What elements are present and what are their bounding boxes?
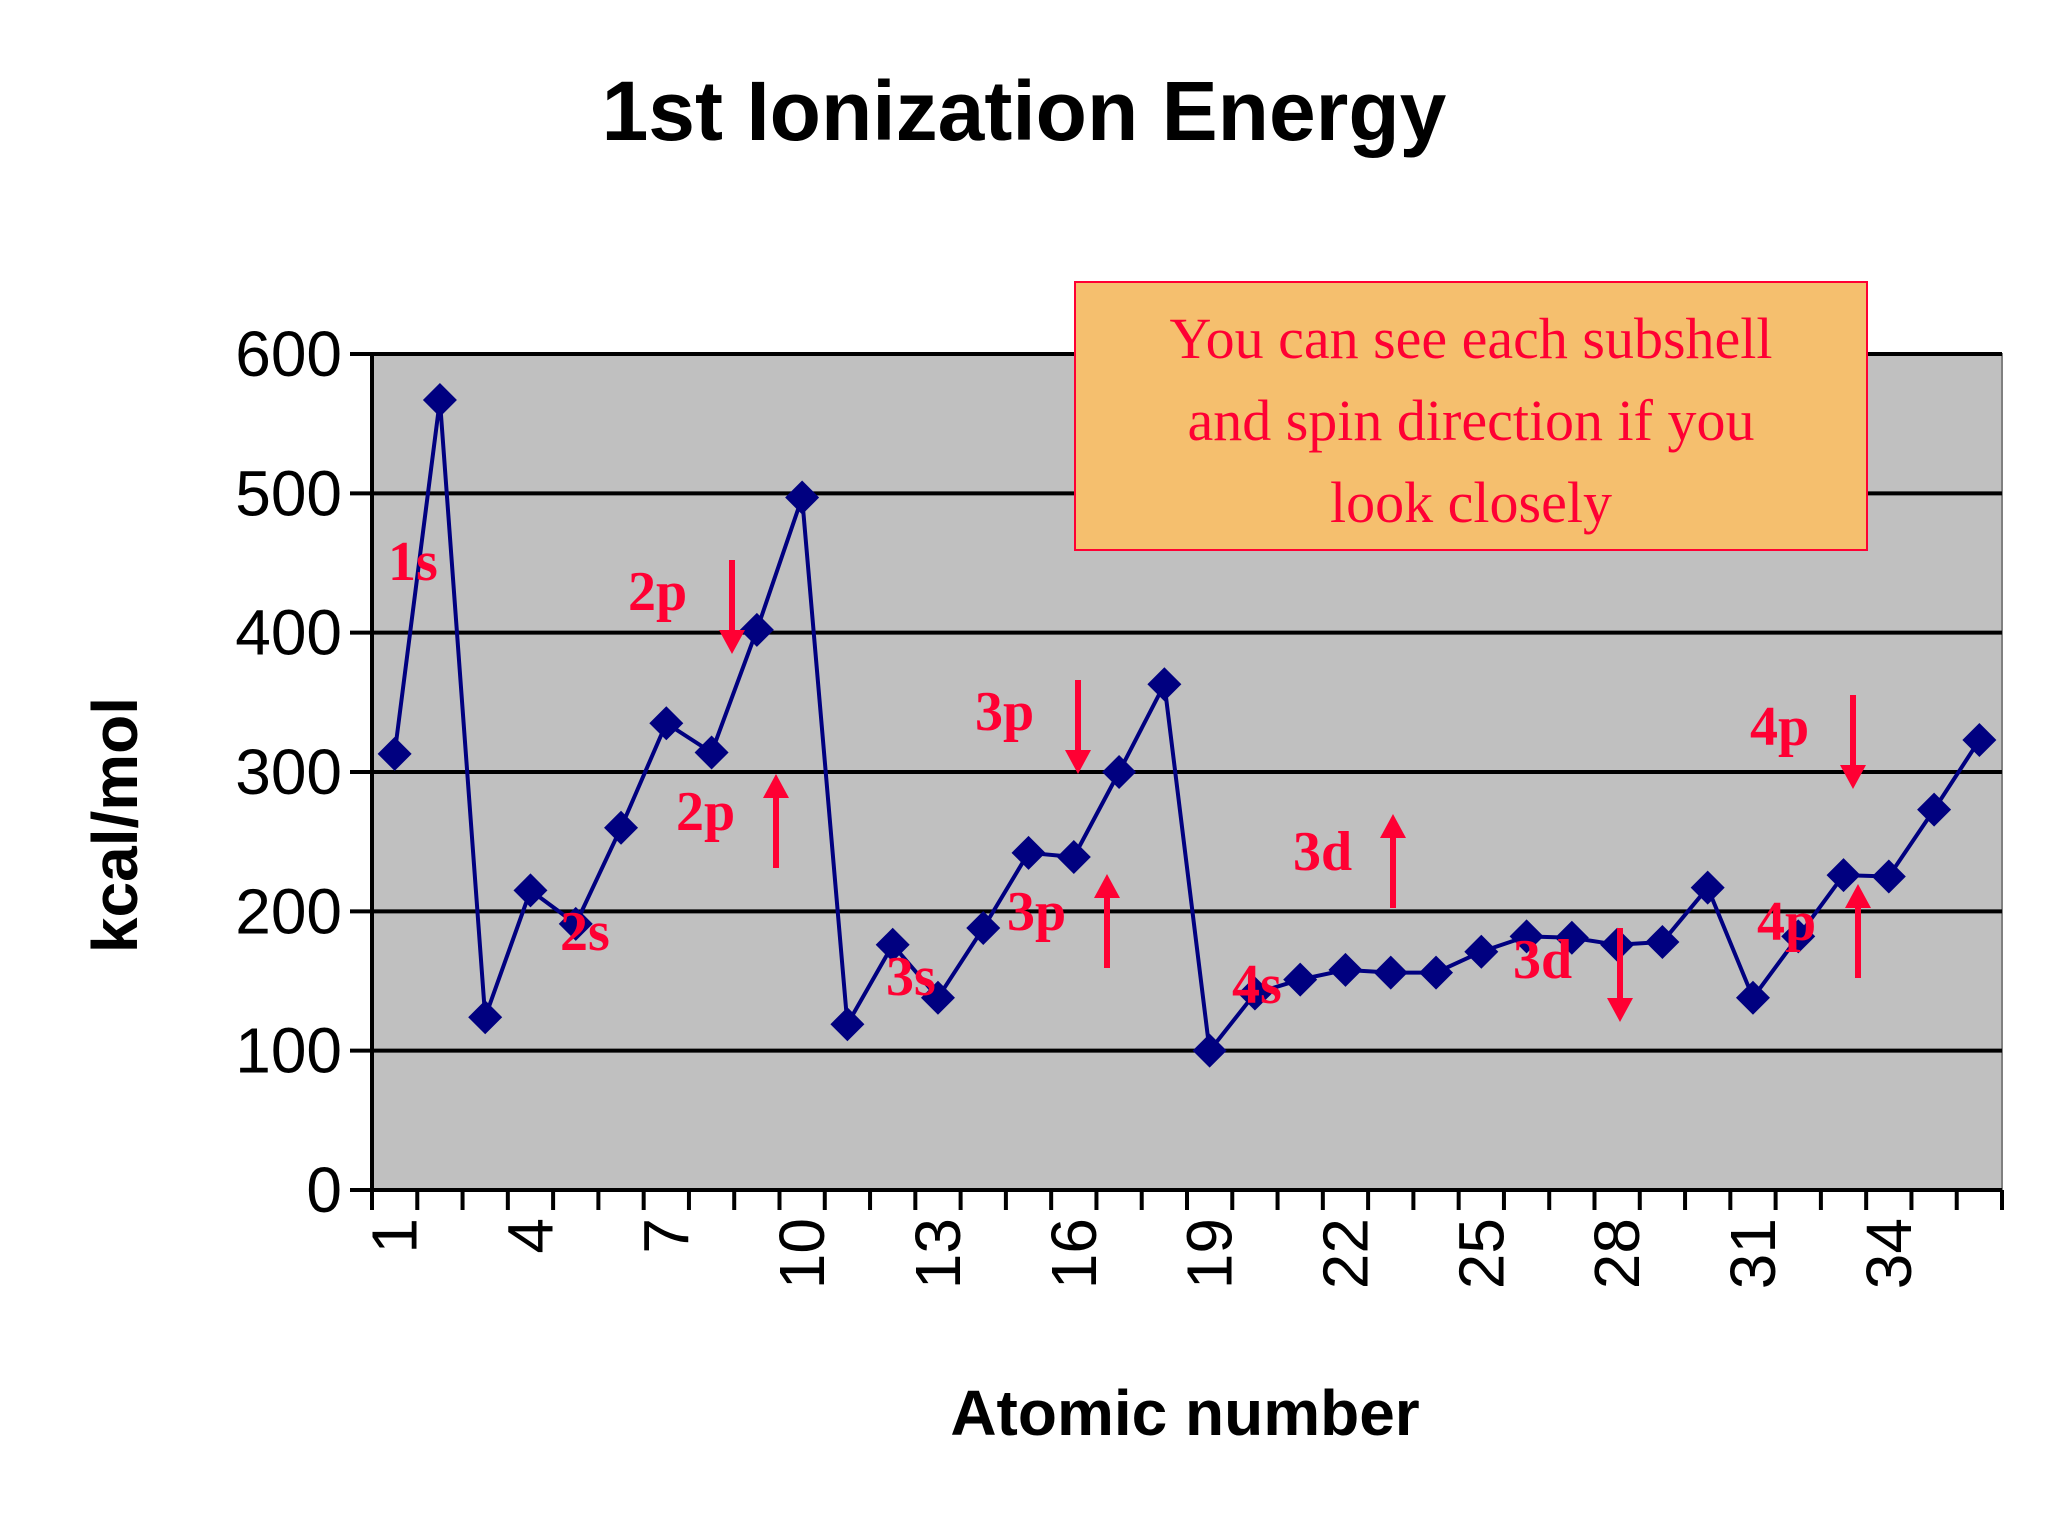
x-tick-label-13: 13 (902, 1218, 974, 1289)
data-point-22 (1328, 952, 1363, 987)
y-tick-label-600: 600 (235, 318, 342, 390)
data-point-32 (1781, 919, 1816, 954)
data-point-3 (468, 1000, 503, 1035)
note-box-background (1074, 281, 1868, 551)
arrow-head (1065, 750, 1091, 774)
x-tick-label-34: 34 (1853, 1218, 1925, 1289)
data-point-30 (1690, 870, 1725, 905)
x-tick-label-31: 31 (1717, 1218, 1789, 1289)
annotation-1s: 1s (388, 531, 438, 593)
data-point-16 (1056, 839, 1091, 874)
data-point-21 (1283, 962, 1318, 997)
data-point-24 (1419, 955, 1454, 990)
data-point-10 (785, 480, 820, 515)
data-point-25 (1464, 934, 1499, 969)
x-tick-label-4: 4 (494, 1218, 566, 1254)
data-point-4 (513, 873, 548, 908)
annotation-2p-up: 2p (676, 781, 735, 843)
data-point-14 (966, 911, 1001, 946)
arrow-up-icon (763, 774, 789, 868)
data-point-15 (1011, 835, 1046, 870)
data-point-33 (1826, 858, 1861, 893)
arrow-up-icon (1094, 874, 1120, 968)
y-axis-ticks: 0 100 200 300 400 500 600 (235, 318, 342, 1226)
data-point-23 (1373, 955, 1408, 990)
data-point-11 (830, 1007, 865, 1042)
annotation-3p-down: 3p (975, 681, 1034, 743)
arrow-head (1380, 814, 1406, 838)
y-tick-label-100: 100 (235, 1015, 342, 1087)
arrow-head (1845, 884, 1871, 908)
y-tick-label-400: 400 (235, 597, 342, 669)
arrow-down-icon (1840, 695, 1866, 789)
data-point-13 (920, 980, 955, 1015)
annotation-4p-down: 4p (1750, 696, 1809, 758)
annotation-3p-up: 3p (1007, 881, 1066, 943)
annotation-4s: 4s (1232, 954, 1282, 1016)
data-point-31 (1735, 980, 1770, 1015)
data-point-17 (1102, 755, 1137, 789)
annotation-2p-down: 2p (628, 561, 687, 623)
data-point-19 (1192, 1033, 1227, 1068)
y-tick-label-200: 200 (235, 875, 342, 947)
arrow-up-icon (1380, 814, 1406, 908)
x-tick-label-7: 7 (630, 1218, 702, 1254)
y-tick-label-300: 300 (235, 736, 342, 808)
arrow-down-icon (719, 560, 745, 654)
y-tick-label-0: 0 (306, 1154, 342, 1226)
note-box: You can see each subshell and spin direct… (1074, 281, 1868, 551)
x-tick-label-10: 10 (766, 1218, 838, 1289)
chart-title: 1st Ionization Energy (602, 64, 1447, 158)
data-point-6 (604, 810, 639, 845)
data-point-35 (1917, 792, 1952, 827)
data-point-36 (1962, 722, 1997, 757)
series-line (392, 399, 1982, 1056)
data-point-12 (875, 927, 910, 962)
data-point-34 (1871, 859, 1906, 894)
x-tick-label-28: 28 (1581, 1218, 1653, 1289)
annotation-3d-up: 3d (1293, 821, 1352, 883)
arrow-head (1094, 874, 1120, 898)
x-tick-label-16: 16 (1038, 1218, 1110, 1289)
arrow-head (763, 774, 789, 798)
data-point-5 (558, 906, 593, 941)
annotation-3s: 3s (886, 946, 936, 1008)
annotation-4p-up: 4p (1757, 891, 1816, 953)
annotation-3d-down: 3d (1513, 929, 1572, 991)
data-point-26 (1509, 919, 1544, 954)
data-point-27 (1554, 920, 1589, 955)
arrow-up-icon (1845, 884, 1871, 978)
arrow-down-icon (1607, 928, 1633, 1022)
data-point-20 (1237, 976, 1272, 1011)
axes (350, 352, 2004, 1210)
data-point-1 (377, 736, 412, 771)
note-line-3: look closely (1330, 470, 1612, 535)
x-tick-label-19: 19 (1174, 1218, 1246, 1289)
x-axis-ticks: 1 4 7 10 13 16 19 22 25 28 31 34 (359, 1218, 1925, 1289)
series-ionization-energy (377, 382, 1997, 1068)
data-point-7 (649, 706, 684, 741)
annotation-2s: 2s (560, 901, 610, 963)
note-line-1: You can see each subshell (1170, 306, 1773, 371)
arrow-down-icon (1065, 680, 1091, 774)
data-point-18 (1147, 667, 1182, 702)
data-point-2 (422, 382, 457, 417)
data-point-8 (694, 735, 729, 770)
arrow-head (1840, 765, 1866, 789)
data-point-9 (739, 612, 774, 647)
data-point-29 (1645, 924, 1680, 959)
arrow-head (719, 630, 745, 654)
note-line-2: and spin direction if you (1187, 388, 1754, 453)
subshell-annotations: 1s 2s 2p 2p 3s 3p 3p 4s 3d 3d 4p 4p (388, 531, 1871, 1022)
arrow-head (1607, 998, 1633, 1022)
x-tick-label-1: 1 (359, 1218, 431, 1254)
y-tick-label-500: 500 (235, 457, 342, 529)
y-axis-title: kcal/mol (79, 697, 151, 953)
x-tick-label-22: 22 (1309, 1218, 1381, 1289)
x-tick-label-25: 25 (1445, 1218, 1517, 1289)
x-axis-title: Atomic number (950, 1377, 1419, 1449)
